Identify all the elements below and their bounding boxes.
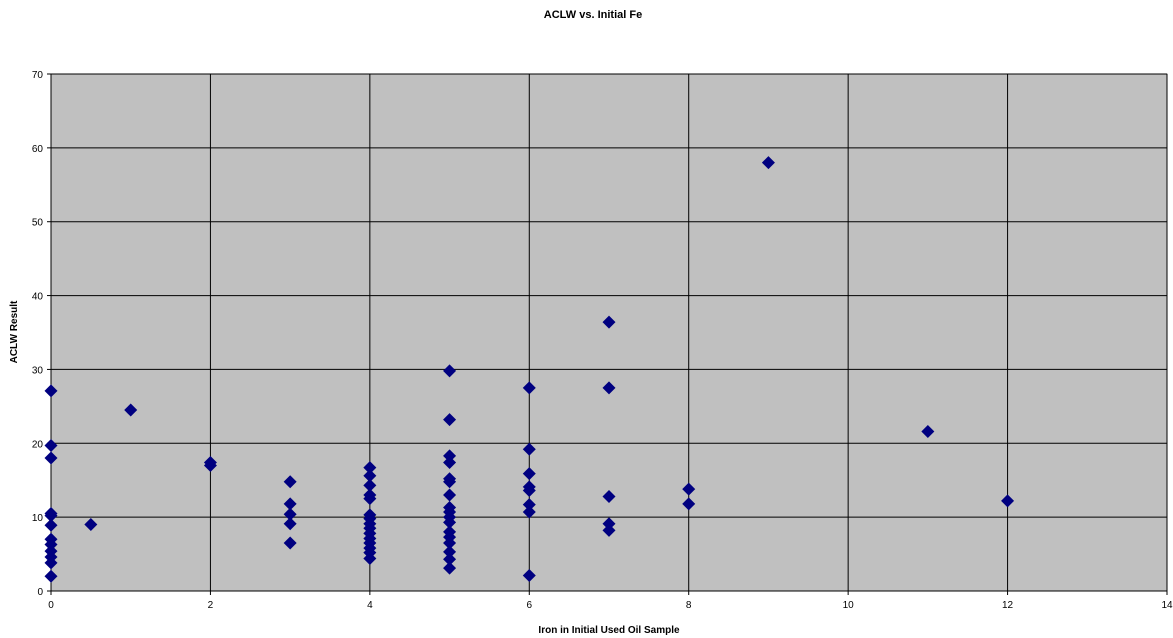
y-tick-labels: 0 10 20 30 40 50 60 70 <box>32 70 44 598</box>
x-tick-label: 14 <box>1161 600 1173 611</box>
x-tick-label: 4 <box>367 600 373 611</box>
x-tick-labels: 0 2 4 6 8 10 12 14 <box>48 600 1173 611</box>
x-tick-label: 12 <box>1002 600 1014 611</box>
x-axis-label: Iron in Initial Used Oil Sample <box>538 625 680 636</box>
y-tick-label: 10 <box>32 513 44 524</box>
x-tick-label: 0 <box>48 600 54 611</box>
x-tick-label: 6 <box>527 600 533 611</box>
y-tick-label: 60 <box>32 144 44 155</box>
y-axis-label: ACLW Result <box>9 300 20 363</box>
y-tick-label: 20 <box>32 439 44 450</box>
y-tick-label: 30 <box>32 365 44 376</box>
x-tick-label: 10 <box>843 600 855 611</box>
chart-title: ACLW vs. Initial Fe <box>544 9 642 21</box>
y-tick-label: 40 <box>32 292 44 303</box>
y-tick-label: 0 <box>37 587 43 598</box>
plot-area <box>51 74 1167 591</box>
y-tick-label: 50 <box>32 218 44 229</box>
x-tick-label: 2 <box>208 600 214 611</box>
x-tick-label: 8 <box>686 600 692 611</box>
y-tick-label: 70 <box>32 70 44 81</box>
